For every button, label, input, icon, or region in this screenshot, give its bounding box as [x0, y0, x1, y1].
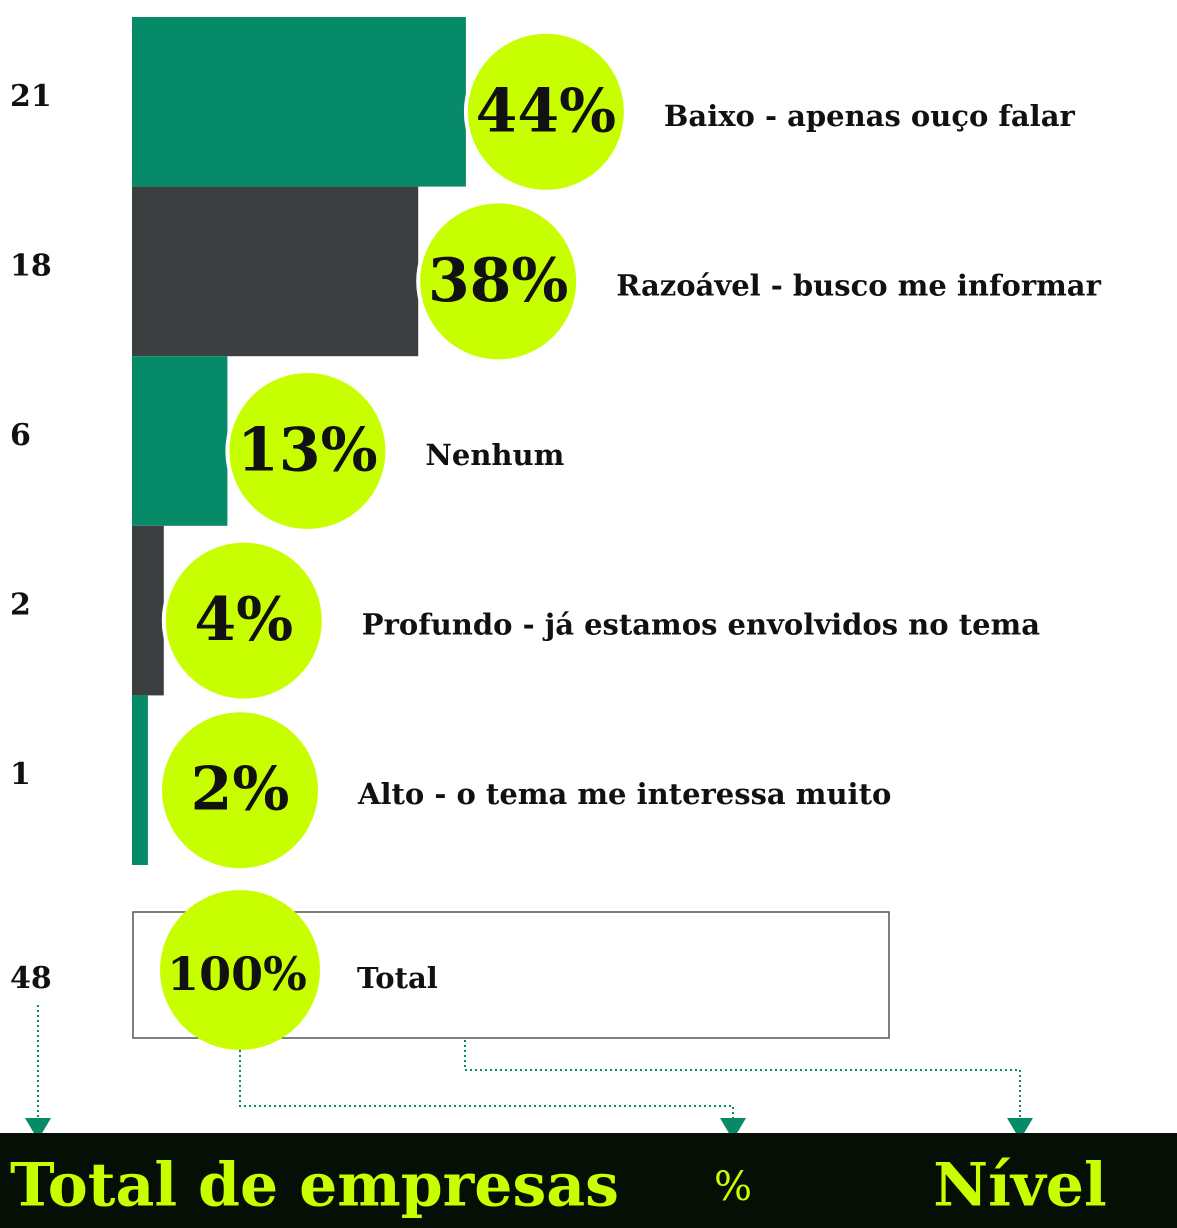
bar	[132, 525, 164, 696]
footer-label: Total de empresas	[10, 1151, 619, 1221]
total-box	[132, 911, 890, 1039]
bar	[132, 186, 419, 357]
total-count: 48	[10, 961, 52, 996]
percent-label: 4%	[194, 585, 293, 655]
percent-label: 38%	[428, 246, 569, 316]
count-label: 6	[10, 418, 31, 453]
category-label: Baixo - apenas ouço falar	[664, 99, 1076, 133]
footer-label: %	[714, 1164, 752, 1210]
total-percent: 100%	[167, 947, 307, 1001]
footer-label: Nível	[933, 1151, 1106, 1221]
total-label: Total	[357, 961, 438, 995]
percent-label: 44%	[476, 76, 617, 146]
bar	[132, 356, 228, 526]
arrows	[25, 1118, 1033, 1140]
count-label: 18	[10, 248, 52, 283]
count-label: 21	[10, 79, 52, 114]
percent-badge	[225, 369, 390, 533]
category-label: Nenhum	[425, 438, 564, 472]
category-label: Razoável - busco me informar	[616, 268, 1101, 302]
bar	[132, 695, 148, 865]
footer-bar	[0, 1133, 1177, 1228]
bar	[132, 17, 466, 187]
percent-label: 13%	[237, 416, 378, 486]
category-label: Profundo - já estamos envolvidos no tema	[362, 608, 1040, 642]
count-label: 1	[10, 757, 31, 792]
percent-label: 2%	[191, 755, 290, 825]
percent-badge	[416, 199, 581, 364]
count-label: 2	[10, 588, 31, 623]
percent-badge	[161, 538, 326, 703]
percent-badge	[158, 708, 322, 873]
percent-badge	[463, 29, 628, 194]
category-label: Alto - o tema me interessa muito	[357, 777, 891, 811]
total-badge	[160, 890, 320, 1050]
connectors	[37, 1005, 1021, 1118]
